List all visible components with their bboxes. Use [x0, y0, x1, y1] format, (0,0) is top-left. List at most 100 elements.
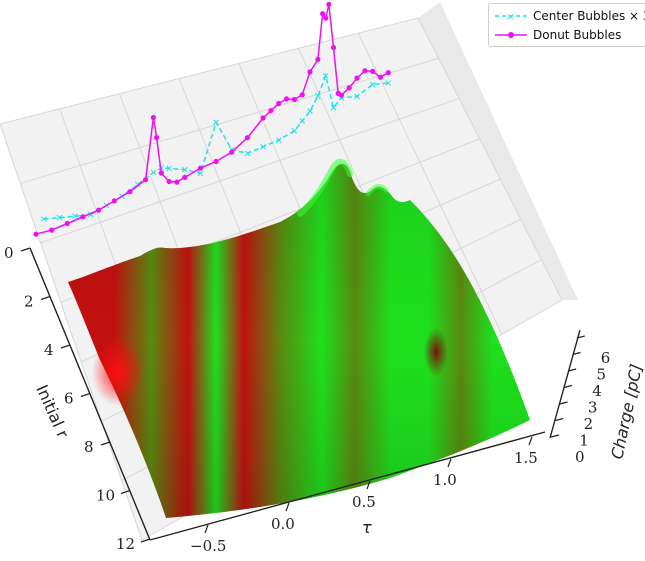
charge-tick-label-1: 1	[579, 432, 589, 450]
charge-tick-label-4: 4	[592, 382, 602, 400]
series-1-point-19	[268, 108, 274, 114]
series-1-point-21	[284, 96, 290, 102]
charge-surface	[68, 158, 530, 518]
series-1-point-26	[320, 11, 326, 17]
charge-tick-1	[555, 417, 564, 422]
series-1-point-34	[362, 68, 368, 74]
r-tick-1	[40, 295, 51, 301]
series-1-point-23	[299, 92, 305, 98]
charge-tick-3	[563, 384, 573, 389]
series-1-point-10	[158, 170, 164, 176]
r-tick-4	[100, 441, 111, 446]
series-1-point-13	[182, 174, 188, 180]
series-1-point-15	[213, 158, 219, 165]
series-1-point-28	[326, 1, 332, 7]
side-pane	[418, 2, 578, 300]
series-0-point-1	[56, 214, 63, 221]
series-0-point-21	[322, 72, 329, 79]
tau-tick-label-1: 0.0	[271, 515, 295, 533]
series-0-point-14	[244, 150, 251, 157]
series-0-point-16	[275, 137, 282, 143]
series-0-point-17	[291, 127, 298, 134]
charge-tick-0	[550, 434, 560, 438]
series-1-point-25	[315, 56, 321, 63]
ridge-front	[297, 158, 353, 217]
series-1-point-16	[229, 149, 235, 155]
series-1-point-2	[64, 220, 70, 227]
svg-text:×: ×	[506, 12, 514, 21]
series-1-point-37	[385, 70, 391, 76]
r-tick-0	[20, 247, 31, 252]
series-1-point-33	[354, 75, 360, 81]
legend: × Center Bubbles × 30 Donut Bubbles	[488, 3, 645, 47]
series-0-point-0	[40, 216, 47, 222]
charge-tick-2	[559, 401, 568, 405]
surface-hotspot	[92, 338, 144, 406]
series-1-point-6	[127, 189, 133, 195]
tau-tick-label-3: 1.0	[433, 471, 457, 489]
series-1-point-36	[377, 74, 384, 80]
tau-tick-label-4: 1.5	[514, 449, 538, 467]
series-0-point-25	[369, 81, 376, 88]
series-1-point-35	[370, 68, 376, 74]
series-0-point-9	[166, 165, 172, 172]
series-1-point-31	[338, 92, 344, 98]
series-1-point-14	[197, 165, 203, 171]
r-tick-label-6: 12	[116, 535, 135, 553]
tau-tick-0	[204, 524, 209, 534]
series-1-point-24	[307, 69, 313, 75]
ridge-back	[365, 184, 389, 197]
series-1-point-8	[150, 114, 156, 121]
charge-tick-4	[568, 368, 577, 372]
series-1-point-1	[49, 227, 55, 233]
series-1-point-17	[244, 135, 250, 141]
series-1-point-12	[174, 179, 180, 185]
series-1-point-20	[276, 100, 282, 107]
charge-tick-label-3: 3	[588, 399, 598, 417]
r-tick-3	[80, 392, 91, 398]
series-0-point-20	[315, 93, 321, 99]
series-0-point-7	[150, 169, 157, 176]
r-tick-2	[60, 344, 71, 349]
series-1	[33, 1, 391, 237]
charge-axis-line	[549, 329, 581, 439]
r-tick-label-3: 6	[64, 390, 74, 408]
charge-tick-6	[576, 335, 585, 339]
series-1-point-18	[260, 115, 266, 121]
legend-label-donut: Donut Bubbles	[533, 28, 622, 42]
series-0-point-19	[307, 108, 313, 114]
series-1-point-0	[33, 231, 39, 237]
charge-tick-label-6: 6	[601, 349, 611, 367]
series-1-point-4	[96, 207, 102, 213]
tau-tick-1	[285, 502, 290, 512]
series-1-point-22	[291, 96, 297, 103]
series-1-point-32	[346, 85, 352, 91]
r-tick-label-2: 4	[44, 341, 54, 359]
charge-tick-label-0: 0	[575, 448, 585, 466]
series-0-point-10	[181, 166, 188, 173]
legend-item-donut: Donut Bubbles	[495, 26, 621, 44]
series-0-point-18	[299, 118, 306, 124]
series-0-point-26	[385, 80, 392, 86]
series-0-point-15	[260, 143, 266, 150]
tau-axis-line	[149, 431, 546, 541]
series-1-point-5	[111, 198, 117, 204]
series-0-point-22	[330, 104, 337, 111]
series-lines	[33, 1, 392, 237]
legend-item-center: × Center Bubbles × 30	[495, 7, 645, 25]
r-tick-5	[120, 489, 131, 495]
legend-swatch-center: ×	[495, 12, 527, 21]
series-0-point-2	[72, 213, 79, 220]
tau-tick-3	[447, 458, 452, 468]
series-0-point-11	[197, 170, 204, 177]
charge-tick-label-5: 5	[597, 366, 607, 384]
series-1-point-27	[323, 15, 329, 21]
series-0-point-12	[213, 119, 219, 126]
series-1-point-9	[154, 135, 160, 141]
series-1-point-11	[166, 178, 172, 185]
series-1-point-29	[330, 44, 337, 51]
charge-axis-label: Charge [pC]	[607, 362, 645, 460]
surface-dip	[424, 328, 448, 376]
